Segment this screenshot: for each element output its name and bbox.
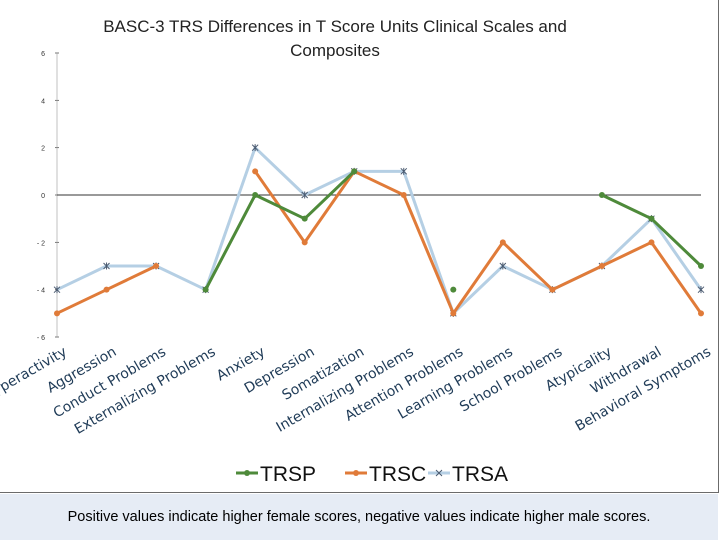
- y-tick-label: - 6: [37, 335, 45, 342]
- data-point: [54, 310, 60, 317]
- data-point: [598, 192, 605, 198]
- legend-marker: [435, 469, 443, 477]
- data-point: [648, 239, 655, 246]
- data-point: [400, 167, 408, 175]
- series-trsp: [202, 168, 704, 293]
- legend-label: TRSP: [260, 463, 316, 486]
- data-point: [53, 286, 61, 294]
- data-point: [153, 263, 160, 269]
- legend-marker: [353, 470, 359, 476]
- data-point: [202, 286, 209, 293]
- data-point: [450, 286, 457, 293]
- legend-entry-trsp: TRSP: [236, 463, 316, 486]
- y-tick-label: - 4: [37, 288, 45, 295]
- data-point: [648, 215, 655, 222]
- y-tick-label: - 2: [37, 240, 45, 247]
- legend-entry-trsc: TRSC: [345, 463, 426, 486]
- data-point: [549, 286, 556, 293]
- data-point: [251, 144, 259, 152]
- series-line-trsp: [204, 170, 356, 291]
- series-lines: [53, 144, 705, 317]
- legend-label: TRSA: [452, 463, 508, 486]
- data-point: [351, 168, 358, 175]
- caption: Positive values indicate higher female s…: [0, 494, 718, 540]
- data-point: [499, 262, 507, 270]
- legend-marker: [244, 470, 250, 476]
- series-trsc: [54, 168, 704, 317]
- series-line-trsa: [56, 146, 703, 315]
- data-point: [698, 310, 704, 317]
- data-point: [598, 263, 605, 269]
- chart-title: BASC-3 TRS Differences in T Score Units …: [103, 17, 567, 60]
- legend: TRSP TRSC TRSA: [236, 463, 508, 486]
- y-tick-label: 6: [41, 51, 45, 58]
- data-point: [698, 263, 704, 269]
- data-point: [499, 239, 506, 246]
- legend-entry-trsa: TRSA: [428, 463, 508, 486]
- data-point: [103, 286, 110, 293]
- chart-frame: [0, 0, 719, 493]
- series-line-trsp: [601, 193, 703, 268]
- series-line-trsc: [253, 169, 703, 315]
- data-point: [103, 262, 110, 270]
- series-trsa: [53, 144, 705, 317]
- data-point: [301, 215, 308, 222]
- data-point: [697, 286, 705, 294]
- legend-label: TRSC: [369, 463, 426, 486]
- line-chart: BASC-3 TRS Differences in T Score Units …: [0, 17, 714, 486]
- y-tick-label: 2: [41, 146, 45, 153]
- data-point: [301, 191, 309, 199]
- data-point: [400, 192, 407, 198]
- chart-title-line-1: BASC-3 TRS Differences in T Score Units …: [103, 17, 567, 36]
- data-point: [252, 192, 259, 198]
- y-tick-label: 4: [41, 98, 45, 105]
- data-point: [301, 239, 308, 246]
- y-tick-label: 0: [41, 193, 45, 200]
- data-point: [450, 310, 457, 317]
- chart-title-line-2: Composites: [290, 41, 380, 60]
- data-point: [252, 168, 259, 175]
